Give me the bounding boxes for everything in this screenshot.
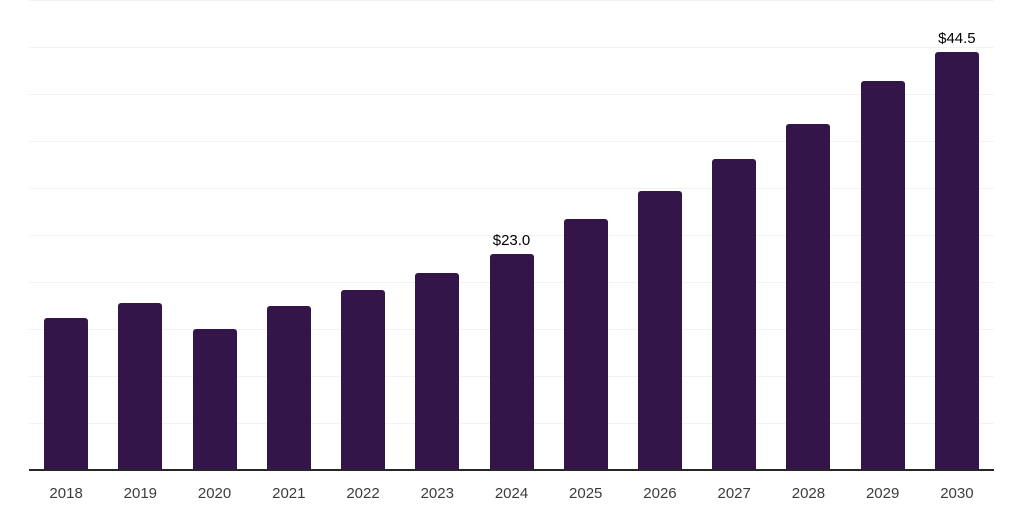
bar-2022: [341, 289, 386, 470]
x-tick-2023: 2023: [420, 485, 454, 502]
bar-2024: [489, 253, 534, 470]
gridline: [29, 0, 994, 1]
x-tick-2026: 2026: [643, 485, 677, 502]
value-label-2030: $44.5: [938, 29, 976, 47]
gridline: [29, 47, 994, 48]
gridline: [29, 94, 994, 95]
bar-2020: [192, 329, 237, 470]
x-tick-2027: 2027: [717, 485, 751, 502]
bar-2030: [934, 51, 979, 470]
gridline: [29, 141, 994, 142]
x-tick-2029: 2029: [865, 485, 900, 502]
x-tick-2021: 2021: [272, 485, 306, 502]
plot-area: $23.0 $44.5: [29, 0, 994, 470]
bar-2025: [563, 219, 608, 470]
x-tick-2019: 2019: [123, 485, 158, 502]
bar-2019: [118, 302, 163, 470]
gridline: [29, 235, 994, 236]
gridline: [29, 188, 994, 189]
x-tick-2020: 2020: [197, 485, 232, 502]
bar-2018: [44, 317, 89, 470]
bar-2026: [637, 190, 682, 470]
bar-2027: [712, 158, 757, 470]
value-label-2024: $23.0: [492, 231, 531, 249]
bar-2023: [415, 272, 460, 470]
bar-2028: [786, 124, 831, 470]
bar-2029: [860, 80, 905, 470]
bar-2021: [266, 305, 311, 470]
x-tick-2018: 2018: [49, 485, 83, 502]
x-tick-2024: 2024: [494, 485, 529, 502]
x-axis-line: [29, 469, 994, 471]
x-tick-2022: 2022: [346, 485, 380, 502]
x-tick-2030: 2030: [940, 485, 974, 502]
x-tick-2028: 2028: [791, 485, 826, 502]
x-tick-2025: 2025: [569, 485, 603, 502]
